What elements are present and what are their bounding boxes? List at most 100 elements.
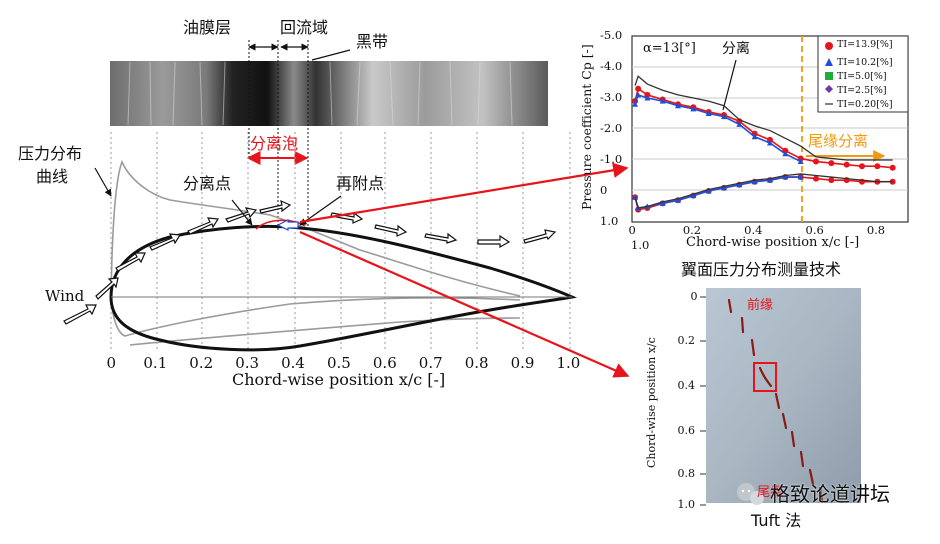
section-title: 翼面压力分布测量技术 [681,260,842,279]
cp-data-point [767,139,773,146]
left-x-tick: 0.3 [235,354,260,372]
cp-y-tick: -1.0 [600,152,623,166]
left-x-tick: 0.6 [372,354,397,372]
watermark-text: 格致论道讲坛 [770,482,890,506]
cp-y-tick: -2.0 [600,121,623,135]
label-reattachment-point: 再附点 [336,174,385,193]
cp-data-point [797,174,804,180]
cp-legend-label: TI=2.5[%] [837,85,887,96]
tuft-y-tick: 0.8 [677,467,696,480]
tufts [727,298,824,502]
cp-data-point [874,163,881,170]
left-x-tick: 0.9 [510,354,535,372]
left-x-tick: 0.4 [281,354,305,372]
cp-y-axis-title: Pressure coefficient Cp [-] [579,44,594,210]
tuft-y-tick: 0 [690,290,698,303]
cp-x-tick: 0.2 [682,223,702,237]
cp-data-point [767,177,773,183]
cp-data-point [635,85,642,92]
cp-data-point [736,121,743,127]
label-separation-point: 分离点 [183,174,232,193]
tuft-axis [700,296,706,506]
cp-series [632,75,896,213]
cp-data-point [690,105,697,112]
label-oil-film: 油膜层 [183,18,232,37]
cp-data-point [644,95,651,101]
cp-y-tick: -4.0 [600,59,623,73]
cp-data-point [635,91,642,98]
cp-data-point [859,163,865,170]
cp-data-point [767,136,773,143]
cp-data-point [675,197,681,203]
left-x-tick: 0.5 [327,354,351,372]
tuft-y-axis-title: Chord-wise position x/c [645,337,658,468]
tuft-y-tick: 0.6 [677,424,696,437]
pressure-curve [110,159,521,346]
cp-data-point [828,160,835,167]
cp-x-tick: 0.4 [744,223,763,237]
tuft-y-tick: 1.0 [677,498,696,511]
cp-data-point [797,158,804,165]
cp-data-point [843,161,850,168]
cp-x-extra-tick: 1.0 [631,238,650,252]
label-trailing-edge: 尾缘 [757,485,784,500]
bubble-bracket [246,40,351,230]
cp-data-point [705,188,712,194]
cp-data-point [644,91,651,98]
label-tuft-method: Tuft 法 [751,511,802,530]
cp-annotation-separation: 分离 [722,41,750,57]
cp-data-point [632,194,639,200]
oil-flow-photo [110,61,548,126]
cp-data-point [782,150,789,157]
label-leading-edge: 前缘 [747,298,774,313]
cp-data-point [889,164,896,171]
cp-y-tick: -3.0 [600,90,623,104]
cp-x-tick: 0.8 [866,223,886,237]
red-connectors [299,162,630,378]
tuft-highlight-box [753,362,777,392]
cp-legend-label: TI=0.20[%] [837,99,893,110]
cp-annotation-trailing-separation: 尾缘分离 [808,132,869,150]
cp-data-point [705,110,712,116]
cp-data-point [632,101,639,107]
cp-data-point [721,113,727,120]
cp-x-tick: 0.6 [805,223,824,237]
cp-legend-label: TI=10.2[%] [837,57,893,68]
left-x-tick: 0.2 [189,354,214,372]
cp-series-line [634,173,893,209]
left-x-tick: 0 [106,354,117,372]
tuft-y-tick: 0.4 [677,379,696,392]
cp-chart-title: α=13[°] [643,41,696,56]
watermark-logo [737,483,764,505]
left-x-tick: 0.7 [418,354,443,372]
cp-data-point [828,177,835,184]
cp-y-tick: -5.0 [600,28,623,42]
label-pressure-curve-1: 压力分布 [18,144,83,163]
cp-data-point [721,184,727,191]
label-recirculation: 回流域 [280,18,329,37]
cp-data-point [782,174,789,180]
cp-y-tick: 1.0 [600,214,619,228]
cp-data-point [659,200,666,206]
label-wind: Wind [45,287,85,305]
cp-data-point [813,175,819,182]
cp-legend-label: TI=13.9[%] [837,39,893,50]
cp-data-point [659,98,666,104]
cp-legend [817,35,909,113]
reattachment-marker [276,219,299,231]
label-black-band: 黑带 [356,32,389,51]
tuft-y-tick: 0.2 [677,334,696,347]
label-pressure-curve-2: 曲线 [36,167,69,186]
cp-x-axis-title: Chord-wise position x/c [-] [686,235,860,250]
cp-data-point [675,102,681,109]
cp-data-point [736,181,743,188]
cp-data-point [751,178,758,185]
cp-data-point [813,158,819,165]
left-x-tick: 0.1 [143,354,168,372]
left-x-axis-title: Chord-wise position x/c [-] [232,370,446,389]
cp-data-point [690,192,697,199]
left-x-tick: 1.0 [556,354,581,372]
cp-x-tick: 0 [628,223,636,237]
cp-data-point [751,133,758,140]
